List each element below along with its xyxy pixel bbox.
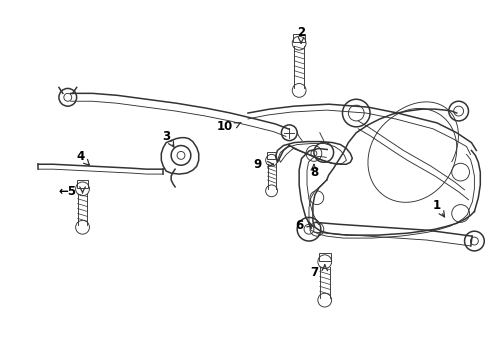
Text: 1: 1 [432, 199, 440, 212]
Text: 10: 10 [217, 120, 233, 133]
Bar [318, 253, 330, 261]
Text: 3: 3 [162, 130, 170, 143]
Text: 6: 6 [294, 219, 303, 232]
Bar [77, 180, 88, 188]
Bar [293, 34, 305, 42]
Bar [266, 152, 276, 159]
Text: 9: 9 [253, 158, 262, 171]
Text: 4: 4 [76, 150, 84, 163]
Text: 2: 2 [296, 26, 305, 39]
Text: 8: 8 [309, 166, 317, 179]
Text: ←5: ←5 [59, 185, 77, 198]
Text: 7: 7 [309, 266, 317, 279]
